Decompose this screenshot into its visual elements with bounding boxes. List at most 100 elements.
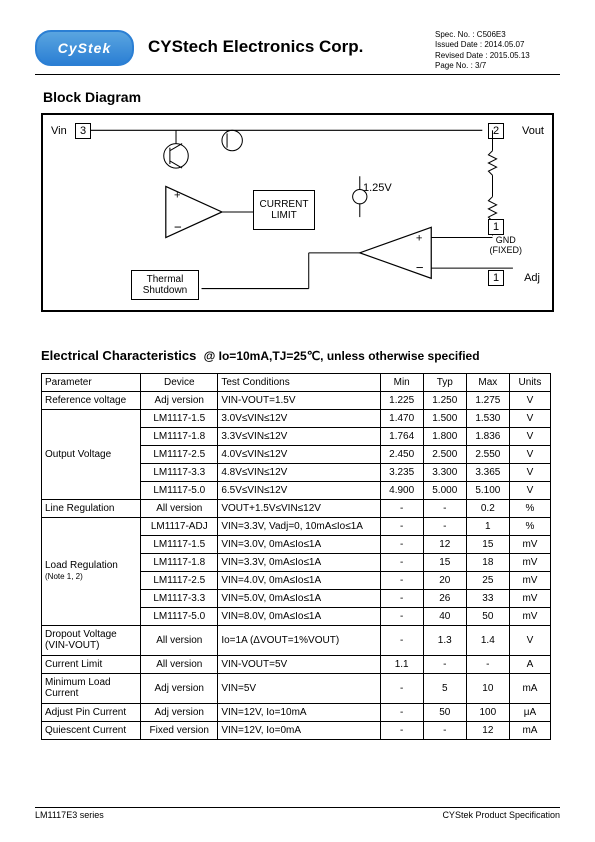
svg-text:−: −: [416, 260, 424, 275]
cell-unit: V: [509, 427, 550, 445]
cell-max: 3.365: [466, 463, 509, 481]
ec-header-row: Parameter Device Test Conditions Min Typ…: [42, 373, 551, 391]
cell-min: -: [380, 703, 423, 721]
th-test-conditions: Test Conditions: [218, 373, 380, 391]
cell-min: -: [380, 589, 423, 607]
cell-max: 1.836: [466, 427, 509, 445]
v125-label: 1.25V: [363, 182, 392, 194]
cell-max: 1.530: [466, 409, 509, 427]
cell-device: Adj version: [141, 673, 218, 703]
cell-unit: mV: [509, 553, 550, 571]
cell-min: 1.1: [380, 655, 423, 673]
svg-text:−: −: [174, 219, 182, 234]
cell-param: Minimum LoadCurrent: [42, 673, 141, 703]
cell-max: 12: [466, 721, 509, 739]
table-row: Minimum LoadCurrentAdj versionVIN=5V-510…: [42, 673, 551, 703]
cell-min: -: [380, 673, 423, 703]
cell-unit: V: [509, 481, 550, 499]
cell-unit: V: [509, 409, 550, 427]
cell-unit: %: [509, 499, 550, 517]
company-title: CYStech Electronics Corp.: [134, 30, 435, 57]
cell-device: LM1117-5.0: [141, 607, 218, 625]
table-row: Current LimitAll versionVIN-VOUT=5V1.1--…: [42, 655, 551, 673]
block-diagram-title: Block Diagram: [43, 89, 560, 105]
cell-tc: VIN=5.0V, 0mA≤Io≤1A: [218, 589, 380, 607]
cell-typ: -: [423, 517, 466, 535]
cell-tc: VIN=12V, Io=0mA: [218, 721, 380, 739]
cell-tc: VIN=3.3V, Vadj=0, 10mA≤Io≤1A: [218, 517, 380, 535]
table-row: Output VoltageLM1117-1.53.0V≤VIN≤12V1.47…: [42, 409, 551, 427]
cell-typ: 26: [423, 589, 466, 607]
cell-unit: mV: [509, 589, 550, 607]
cell-max: -: [466, 655, 509, 673]
cell-device: Fixed version: [141, 721, 218, 739]
cell-min: -: [380, 553, 423, 571]
cell-device: All version: [141, 625, 218, 655]
cell-device: Adj version: [141, 703, 218, 721]
footer-left: LM1117E3 series: [35, 810, 104, 820]
cell-tc: VIN=8.0V, 0mA≤Io≤1A: [218, 607, 380, 625]
svg-text:+: +: [174, 189, 181, 201]
pin-1a: 1: [488, 219, 504, 235]
table-row: Load Regulation(Note 1, 2)LM1117-ADJVIN=…: [42, 517, 551, 535]
svg-text:+: +: [416, 232, 423, 244]
cell-tc: VIN-VOUT=1.5V: [218, 391, 380, 409]
revised-date: Revised Date : 2015.05.13: [435, 51, 560, 61]
cell-device: LM1117-1.8: [141, 553, 218, 571]
cell-tc: VIN=5V: [218, 673, 380, 703]
cell-device: LM1117-2.5: [141, 445, 218, 463]
cell-min: 3.235: [380, 463, 423, 481]
cell-min: -: [380, 571, 423, 589]
cell-typ: 40: [423, 607, 466, 625]
adj-label: Adj: [524, 272, 540, 284]
cell-tc: VOUT+1.5V≤VIN≤12V: [218, 499, 380, 517]
cell-max: 5.100: [466, 481, 509, 499]
cell-device: LM1117-2.5: [141, 571, 218, 589]
cell-param: Current Limit: [42, 655, 141, 673]
cell-typ: 12: [423, 535, 466, 553]
cell-unit: V: [509, 625, 550, 655]
page-no: Page No. : 3/7: [435, 61, 560, 71]
cell-unit: mA: [509, 721, 550, 739]
cell-unit: mV: [509, 607, 550, 625]
cell-device: LM1117-5.0: [141, 481, 218, 499]
cell-unit: mA: [509, 673, 550, 703]
cell-max: 0.2: [466, 499, 509, 517]
cell-typ: 5.000: [423, 481, 466, 499]
table-row: Dropout Voltage(VIN-VOUT)All versionIo=1…: [42, 625, 551, 655]
cell-device: LM1117-1.5: [141, 409, 218, 427]
cell-device: LM1117-3.3: [141, 589, 218, 607]
cell-min: 2.450: [380, 445, 423, 463]
cell-unit: A: [509, 655, 550, 673]
cell-min: 1.225: [380, 391, 423, 409]
th-parameter: Parameter: [42, 373, 141, 391]
cell-param: Load Regulation(Note 1, 2): [42, 517, 141, 625]
gnd-label: GND (FIXED): [490, 235, 523, 255]
cell-tc: VIN=3.0V, 0mA≤Io≤1A: [218, 535, 380, 553]
cell-max: 1.275: [466, 391, 509, 409]
cell-unit: mV: [509, 535, 550, 553]
logo: CyStek: [35, 30, 134, 66]
doc-meta: Spec. No. : C506E3 Issued Date : 2014.05…: [435, 30, 560, 72]
cell-min: -: [380, 535, 423, 553]
cell-device: Adj version: [141, 391, 218, 409]
issued-date: Issued Date : 2014.05.07: [435, 40, 560, 50]
cell-typ: -: [423, 499, 466, 517]
cell-unit: mV: [509, 571, 550, 589]
cell-typ: 2.500: [423, 445, 466, 463]
cell-unit: V: [509, 463, 550, 481]
cell-typ: 3.300: [423, 463, 466, 481]
footer: LM1117E3 series CYStek Product Specifica…: [35, 807, 560, 820]
th-typ: Typ: [423, 373, 466, 391]
footer-right: CYStek Product Specification: [442, 810, 560, 820]
cell-typ: 1.250: [423, 391, 466, 409]
cell-tc: VIN=3.3V, 0mA≤Io≤1A: [218, 553, 380, 571]
cell-min: 4.900: [380, 481, 423, 499]
cell-max: 33: [466, 589, 509, 607]
table-row: Line RegulationAll versionVOUT+1.5V≤VIN≤…: [42, 499, 551, 517]
table-row: Quiescent CurrentFixed versionVIN=12V, I…: [42, 721, 551, 739]
cell-typ: 20: [423, 571, 466, 589]
cell-param: Dropout Voltage(VIN-VOUT): [42, 625, 141, 655]
cell-unit: V: [509, 445, 550, 463]
cell-max: 25: [466, 571, 509, 589]
